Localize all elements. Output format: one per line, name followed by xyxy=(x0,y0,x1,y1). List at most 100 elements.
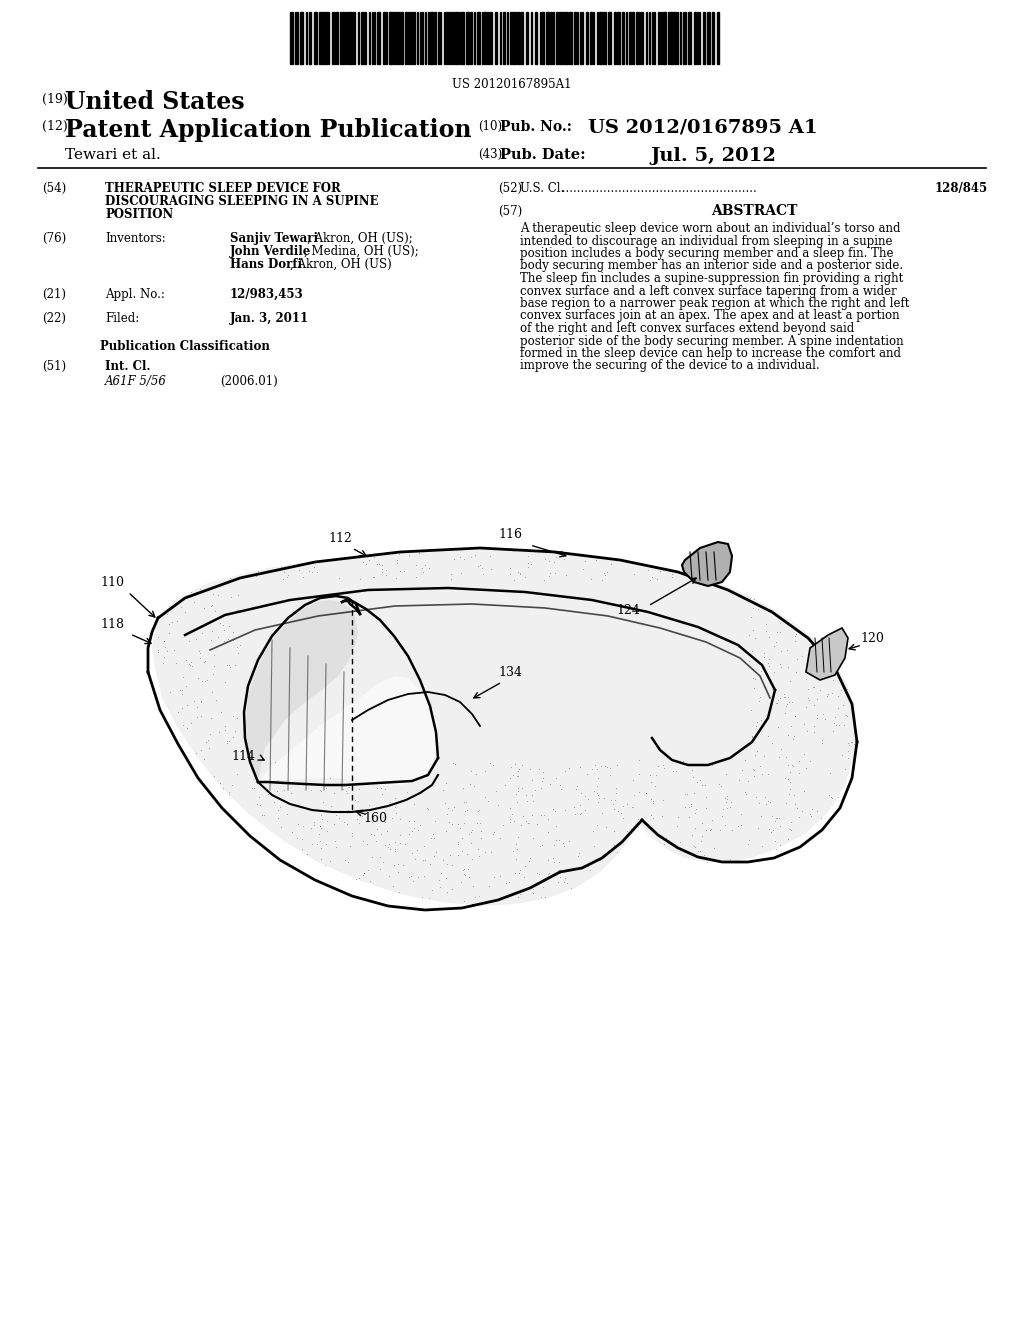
Text: ....................................................: ........................................… xyxy=(558,182,757,195)
Text: POSITION: POSITION xyxy=(105,209,173,220)
Text: 118: 118 xyxy=(100,619,124,631)
Text: (12): (12) xyxy=(42,120,68,133)
Bar xyxy=(717,12,719,63)
Bar xyxy=(325,12,327,63)
Bar xyxy=(393,12,395,63)
Bar xyxy=(526,12,528,63)
Text: of the right and left convex surfaces extend beyond said: of the right and left convex surfaces ex… xyxy=(520,322,854,335)
Text: position includes a body securing member and a sleep fin. The: position includes a body securing member… xyxy=(520,247,894,260)
Bar xyxy=(389,12,392,63)
Bar xyxy=(455,12,458,63)
Bar xyxy=(603,12,606,63)
Text: , Akron, OH (US): , Akron, OH (US) xyxy=(290,257,392,271)
Text: , Medina, OH (US);: , Medina, OH (US); xyxy=(304,246,419,257)
Bar xyxy=(590,12,592,63)
Text: 128/845: 128/845 xyxy=(935,182,988,195)
Bar xyxy=(703,12,705,63)
Text: (22): (22) xyxy=(42,312,66,325)
Bar xyxy=(300,12,303,63)
Polygon shape xyxy=(246,601,358,781)
Text: convex surface and a left convex surface tapering from a wider: convex surface and a left convex surface… xyxy=(520,285,897,297)
Bar xyxy=(569,12,572,63)
Text: (21): (21) xyxy=(42,288,66,301)
Bar xyxy=(586,12,588,63)
Text: improve the securing of the device to a individual.: improve the securing of the device to a … xyxy=(520,359,819,372)
Bar xyxy=(396,12,399,63)
Bar xyxy=(636,12,639,63)
Text: (43): (43) xyxy=(478,148,502,161)
Bar xyxy=(565,12,568,63)
Polygon shape xyxy=(682,543,732,586)
Text: THERAPEUTIC SLEEP DEVICE FOR: THERAPEUTIC SLEEP DEVICE FOR xyxy=(105,182,341,195)
Bar xyxy=(466,12,469,63)
Text: Jul. 5, 2012: Jul. 5, 2012 xyxy=(650,147,776,165)
Bar xyxy=(674,12,676,63)
Text: 110: 110 xyxy=(100,576,124,589)
Text: Filed:: Filed: xyxy=(105,312,139,325)
Bar xyxy=(663,12,666,63)
Bar xyxy=(487,12,489,63)
Text: Appl. No.:: Appl. No.: xyxy=(105,288,165,301)
Bar xyxy=(383,12,385,63)
Bar xyxy=(400,12,403,63)
Bar xyxy=(574,12,575,63)
Text: Pub. No.:: Pub. No.: xyxy=(500,120,571,135)
Text: intended to discourage an individual from sleeping in a supine: intended to discourage an individual fro… xyxy=(520,235,893,248)
Text: (10): (10) xyxy=(478,120,502,133)
Text: body securing member has an interior side and a posterior side.: body securing member has an interior sid… xyxy=(520,260,903,272)
Bar xyxy=(521,12,523,63)
Text: , Akron, OH (US);: , Akron, OH (US); xyxy=(307,232,413,246)
Bar xyxy=(670,12,673,63)
Bar xyxy=(617,12,620,63)
Bar xyxy=(377,12,380,63)
Bar xyxy=(349,12,352,63)
Bar xyxy=(518,12,520,63)
Text: formed in the sleep device can help to increase the comfort and: formed in the sleep device can help to i… xyxy=(520,347,901,360)
Bar xyxy=(622,12,624,63)
Text: 160: 160 xyxy=(362,812,387,825)
Bar xyxy=(434,12,436,63)
Text: A therapeutic sleep device worn about an individual’s torso and: A therapeutic sleep device worn about an… xyxy=(520,222,900,235)
Text: 114: 114 xyxy=(231,751,255,763)
Polygon shape xyxy=(152,550,856,906)
Bar xyxy=(314,12,317,63)
Bar xyxy=(608,12,611,63)
Text: DISCOURAGING SLEEPING IN A SUPINE: DISCOURAGING SLEEPING IN A SUPINE xyxy=(105,195,379,209)
Bar xyxy=(477,12,480,63)
Text: (76): (76) xyxy=(42,232,67,246)
Bar xyxy=(688,12,691,63)
Bar xyxy=(550,12,552,63)
Text: 120: 120 xyxy=(860,631,884,644)
Text: The sleep fin includes a supine-suppression fin providing a right: The sleep fin includes a supine-suppress… xyxy=(520,272,903,285)
Bar xyxy=(336,12,338,63)
Text: Pub. Date:: Pub. Date: xyxy=(500,148,586,162)
Text: (51): (51) xyxy=(42,360,67,374)
Text: Patent Application Publication: Patent Application Publication xyxy=(65,117,471,143)
Text: US 2012/0167895 A1: US 2012/0167895 A1 xyxy=(588,117,817,136)
Bar xyxy=(309,12,311,63)
Bar xyxy=(559,12,561,63)
Bar xyxy=(556,12,558,63)
Text: 112: 112 xyxy=(328,532,352,544)
Bar xyxy=(490,12,492,63)
Text: Jan. 3, 2011: Jan. 3, 2011 xyxy=(230,312,309,325)
Text: (57): (57) xyxy=(498,205,522,218)
Text: Tewari et al.: Tewari et al. xyxy=(65,148,161,162)
Text: U.S. Cl.: U.S. Cl. xyxy=(520,182,564,195)
Text: United States: United States xyxy=(65,90,245,114)
Text: convex surfaces join at an apex. The apex and at least a portion: convex surfaces join at an apex. The ape… xyxy=(520,309,900,322)
Bar xyxy=(546,12,549,63)
Bar xyxy=(364,12,366,63)
Bar xyxy=(319,12,321,63)
Text: (54): (54) xyxy=(42,182,67,195)
Text: 116: 116 xyxy=(498,528,522,541)
Bar xyxy=(495,12,497,63)
Text: Hans Dorfi: Hans Dorfi xyxy=(230,257,302,271)
Bar xyxy=(503,12,505,63)
Text: 12/983,453: 12/983,453 xyxy=(230,288,304,301)
Bar xyxy=(446,12,449,63)
Bar xyxy=(410,12,412,63)
Bar xyxy=(353,12,355,63)
Text: (52): (52) xyxy=(498,182,522,195)
Bar xyxy=(342,12,344,63)
